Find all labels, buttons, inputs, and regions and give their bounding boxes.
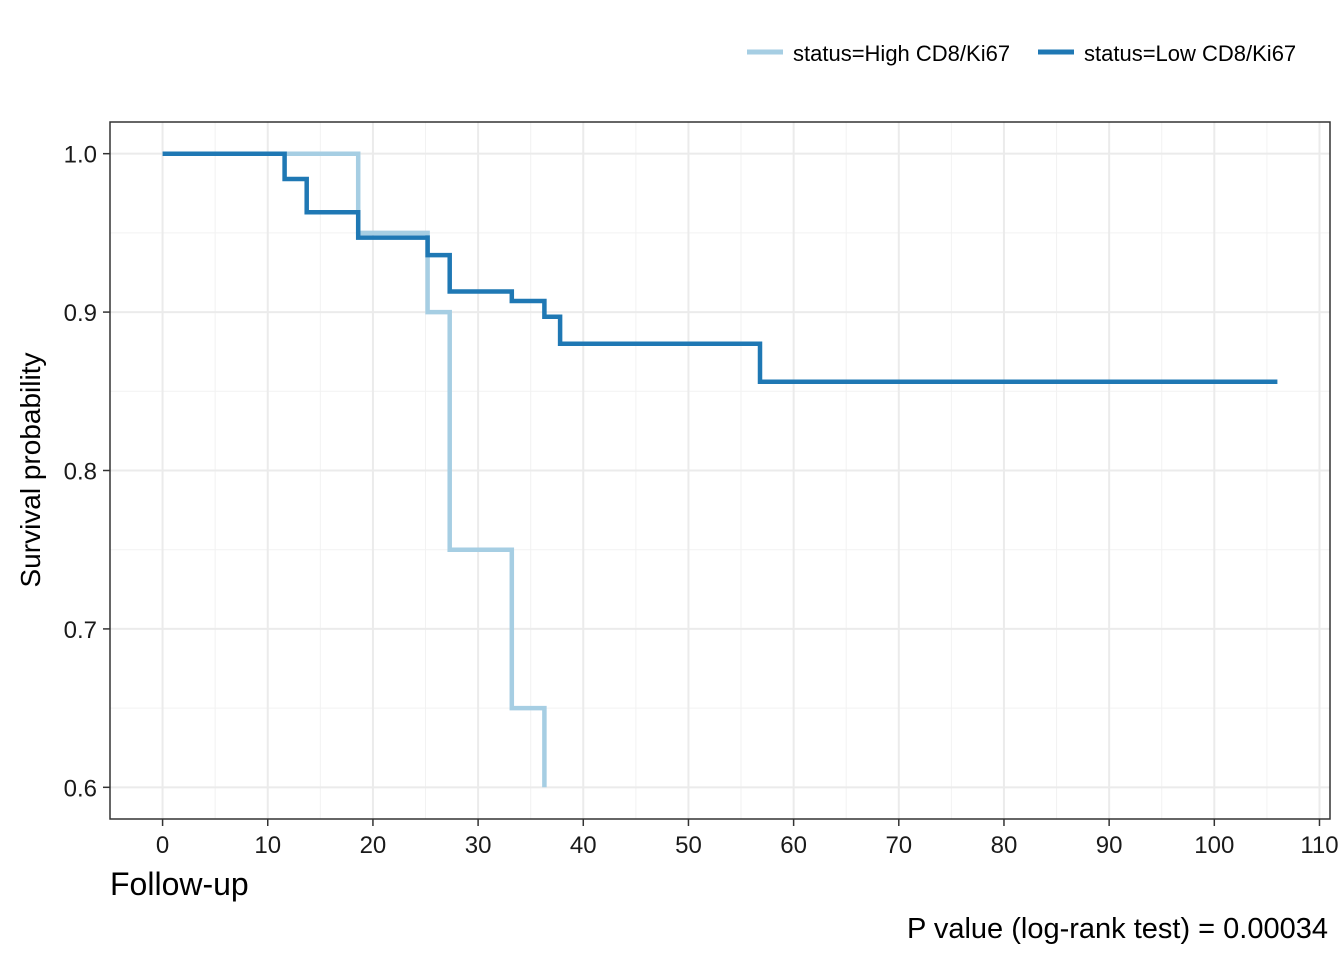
y-axis-title: Survival probability [15, 353, 46, 588]
x-tick-label: 50 [675, 832, 702, 859]
x-tick-label: 0 [156, 832, 169, 859]
x-tick-label: 10 [254, 832, 281, 859]
x-tick-label: 40 [570, 832, 597, 859]
x-tick-label: 70 [885, 832, 912, 859]
x-tick-label: 80 [991, 832, 1018, 859]
series-line-high [162, 151, 547, 788]
grid-major [110, 122, 1330, 819]
series-layer [162, 151, 1278, 788]
x-tick-label: 20 [360, 832, 387, 859]
x-tick-label: 60 [780, 832, 807, 859]
series-line-low [162, 151, 1278, 385]
p-value-annotation: P value (log-rank test) = 0.00034 [907, 913, 1328, 945]
y-axis: 0.6 0.7 0.8 0.9 1.0 [64, 142, 110, 802]
x-axis-title: Follow-up [110, 866, 249, 902]
legend-label-low: status=Low CD8/Ki67 [1084, 41, 1296, 66]
x-tick-label: 90 [1096, 832, 1123, 859]
x-tick-label: 30 [465, 832, 492, 859]
x-tick-label: 100 [1194, 832, 1234, 859]
legend: status=High CD8/Ki67 status=Low CD8/Ki67 [747, 41, 1296, 66]
y-tick-label: 0.9 [64, 300, 97, 327]
x-tick-label: 110 [1300, 832, 1338, 859]
y-tick-label: 0.7 [64, 617, 97, 644]
y-tick-label: 0.8 [64, 459, 97, 486]
y-tick-label: 0.6 [64, 775, 97, 802]
legend-label-high: status=High CD8/Ki67 [793, 41, 1010, 66]
y-tick-label: 1.0 [64, 142, 97, 169]
x-axis: 0 10 20 30 40 50 60 70 80 90 100 110 [156, 819, 1339, 859]
